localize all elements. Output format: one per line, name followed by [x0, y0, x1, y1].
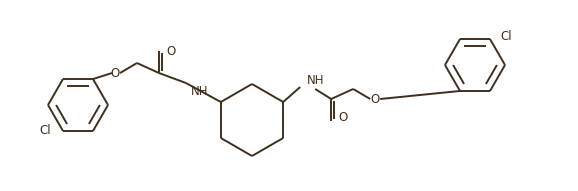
- Text: O: O: [338, 111, 347, 124]
- Text: O: O: [110, 66, 120, 79]
- Text: NH: NH: [307, 74, 325, 87]
- Text: Cl: Cl: [39, 125, 51, 138]
- Text: NH: NH: [191, 85, 209, 98]
- Text: O: O: [166, 45, 175, 57]
- Text: Cl: Cl: [500, 30, 512, 43]
- Text: O: O: [370, 92, 380, 105]
